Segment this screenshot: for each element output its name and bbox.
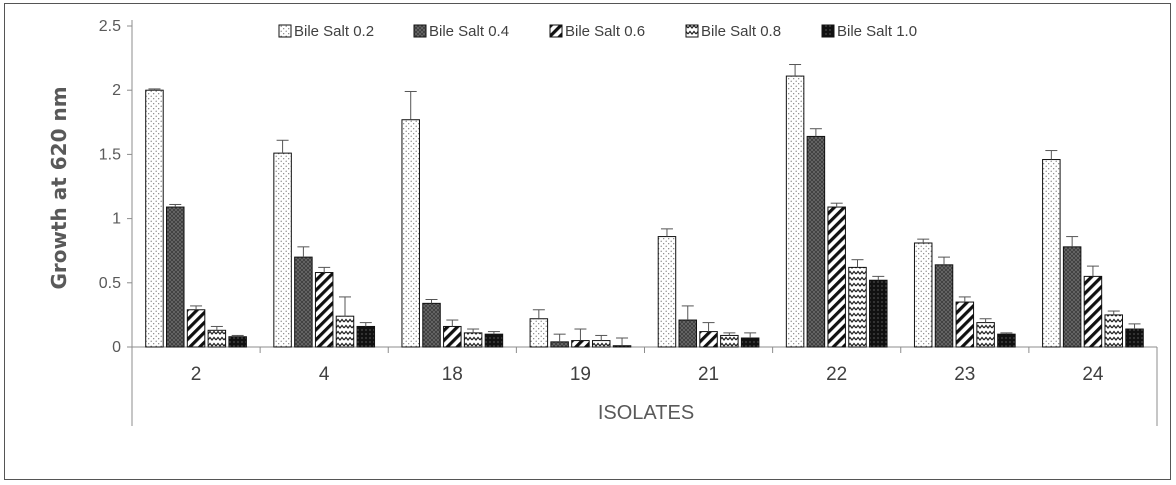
legend-label: Bile Salt 0.6 bbox=[565, 23, 645, 40]
legend: Bile Salt 0.2 Bile Salt 0.4 Bile Salt 0.6 B… bbox=[278, 23, 917, 40]
bar bbox=[740, 337, 760, 348]
bar bbox=[1125, 328, 1144, 348]
bar bbox=[571, 340, 590, 348]
bar bbox=[550, 341, 569, 348]
legend-swatch bbox=[413, 24, 427, 38]
bar bbox=[591, 340, 611, 348]
y-tick-label: 1.5 bbox=[99, 146, 121, 163]
bar bbox=[294, 256, 313, 348]
bar bbox=[401, 119, 420, 348]
bars bbox=[145, 64, 1144, 348]
bar bbox=[484, 333, 504, 348]
bar bbox=[785, 75, 805, 348]
bar bbox=[186, 309, 206, 348]
y-tick-label: 0.5 bbox=[99, 275, 121, 292]
y-tick-label: 2 bbox=[112, 82, 121, 99]
legend-swatch bbox=[821, 24, 835, 38]
bar bbox=[463, 332, 483, 348]
x-tick-label: 4 bbox=[319, 364, 330, 385]
legend-swatch bbox=[278, 24, 292, 38]
legend-label: Bile Salt 0.8 bbox=[701, 23, 781, 40]
x-tick-label: 18 bbox=[442, 364, 463, 385]
x-tick-label: 19 bbox=[570, 364, 591, 385]
y-tick-label: 2.5 bbox=[99, 18, 121, 35]
bar bbox=[356, 325, 376, 348]
bar bbox=[720, 334, 739, 348]
bar bbox=[913, 242, 933, 348]
bar bbox=[827, 206, 846, 348]
bar bbox=[529, 318, 549, 348]
bar bbox=[612, 345, 632, 348]
bar bbox=[1104, 314, 1123, 348]
bar bbox=[657, 236, 677, 348]
bar bbox=[1083, 275, 1103, 348]
y-tick-label: 1 bbox=[112, 211, 121, 228]
x-tick-label: 23 bbox=[954, 364, 975, 385]
bar bbox=[955, 301, 975, 348]
bar bbox=[976, 322, 995, 348]
bar bbox=[422, 302, 441, 348]
legend-label: Bile Salt 0.2 bbox=[294, 23, 374, 40]
bar bbox=[443, 325, 462, 348]
bar bbox=[934, 264, 954, 348]
bar bbox=[228, 336, 247, 348]
x-axis-title: ISOLATES bbox=[598, 402, 694, 424]
y-axis: 0 0.5 1 1.5 2 2.5 bbox=[99, 18, 133, 356]
bar bbox=[848, 266, 867, 348]
legend-swatch bbox=[685, 24, 699, 38]
legend-swatch bbox=[549, 24, 563, 38]
x-axis: 2 4 18 19 21 22 23 24 bbox=[131, 346, 1158, 426]
bar bbox=[166, 206, 185, 348]
x-tick-label: 21 bbox=[698, 364, 719, 385]
legend-label: Bile Salt 1.0 bbox=[837, 23, 917, 40]
bar bbox=[335, 315, 355, 348]
bar bbox=[1062, 246, 1082, 348]
bar bbox=[869, 279, 888, 348]
bar bbox=[273, 152, 292, 348]
bar bbox=[678, 319, 698, 348]
bar bbox=[145, 89, 164, 348]
x-tick-label: 22 bbox=[826, 364, 847, 385]
bar bbox=[997, 333, 1016, 348]
y-tick-label: 0 bbox=[112, 339, 121, 356]
bar bbox=[314, 272, 334, 348]
bar bbox=[699, 331, 718, 348]
chart-frame bbox=[4, 3, 1171, 480]
y-axis-title: Growth at 620 nm bbox=[47, 86, 71, 289]
legend-label: Bile Salt 0.4 bbox=[429, 23, 509, 40]
bar bbox=[806, 135, 826, 348]
x-tick-label: 2 bbox=[191, 364, 202, 385]
bar bbox=[1042, 159, 1061, 348]
bar bbox=[207, 329, 227, 348]
x-tick-label: 24 bbox=[1082, 364, 1104, 385]
